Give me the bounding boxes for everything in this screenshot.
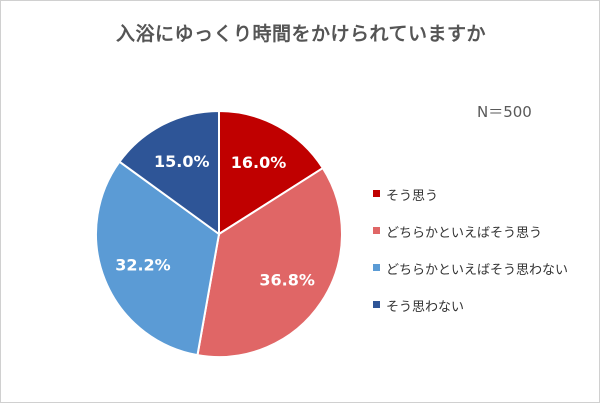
pie-slice-sou-omowanai (118, 109, 220, 236)
pie-slice-dochiraka-sou-omou (196, 166, 343, 358)
slice-label-sou-omou: 16.0% (231, 153, 287, 172)
legend-swatch (373, 227, 380, 234)
legend-label: そう思う (386, 189, 439, 204)
legend-swatch (373, 301, 380, 308)
pie-slice-sou-omou (218, 109, 325, 236)
sample-size-note: N＝500 (477, 103, 532, 121)
pie-slice-dochiraka-sou-omowanai (95, 160, 221, 357)
legend-label: どちらかといえばそう思う (386, 226, 543, 241)
legend-label: そう思わない (386, 300, 465, 315)
slice-label-sou-omowanai: 15.0% (154, 152, 210, 171)
slice-label-dochiraka-sou-omou: 36.8% (259, 271, 315, 290)
legend-label: どちらかといえばそう思わない (386, 263, 569, 278)
slice-label-dochiraka-sou-omowanai: 32.2% (115, 256, 171, 275)
chart-title: 入浴にゆっくり時間をかけられていますか (116, 23, 486, 45)
legend-swatch (373, 264, 380, 271)
legend-swatch (373, 190, 380, 197)
